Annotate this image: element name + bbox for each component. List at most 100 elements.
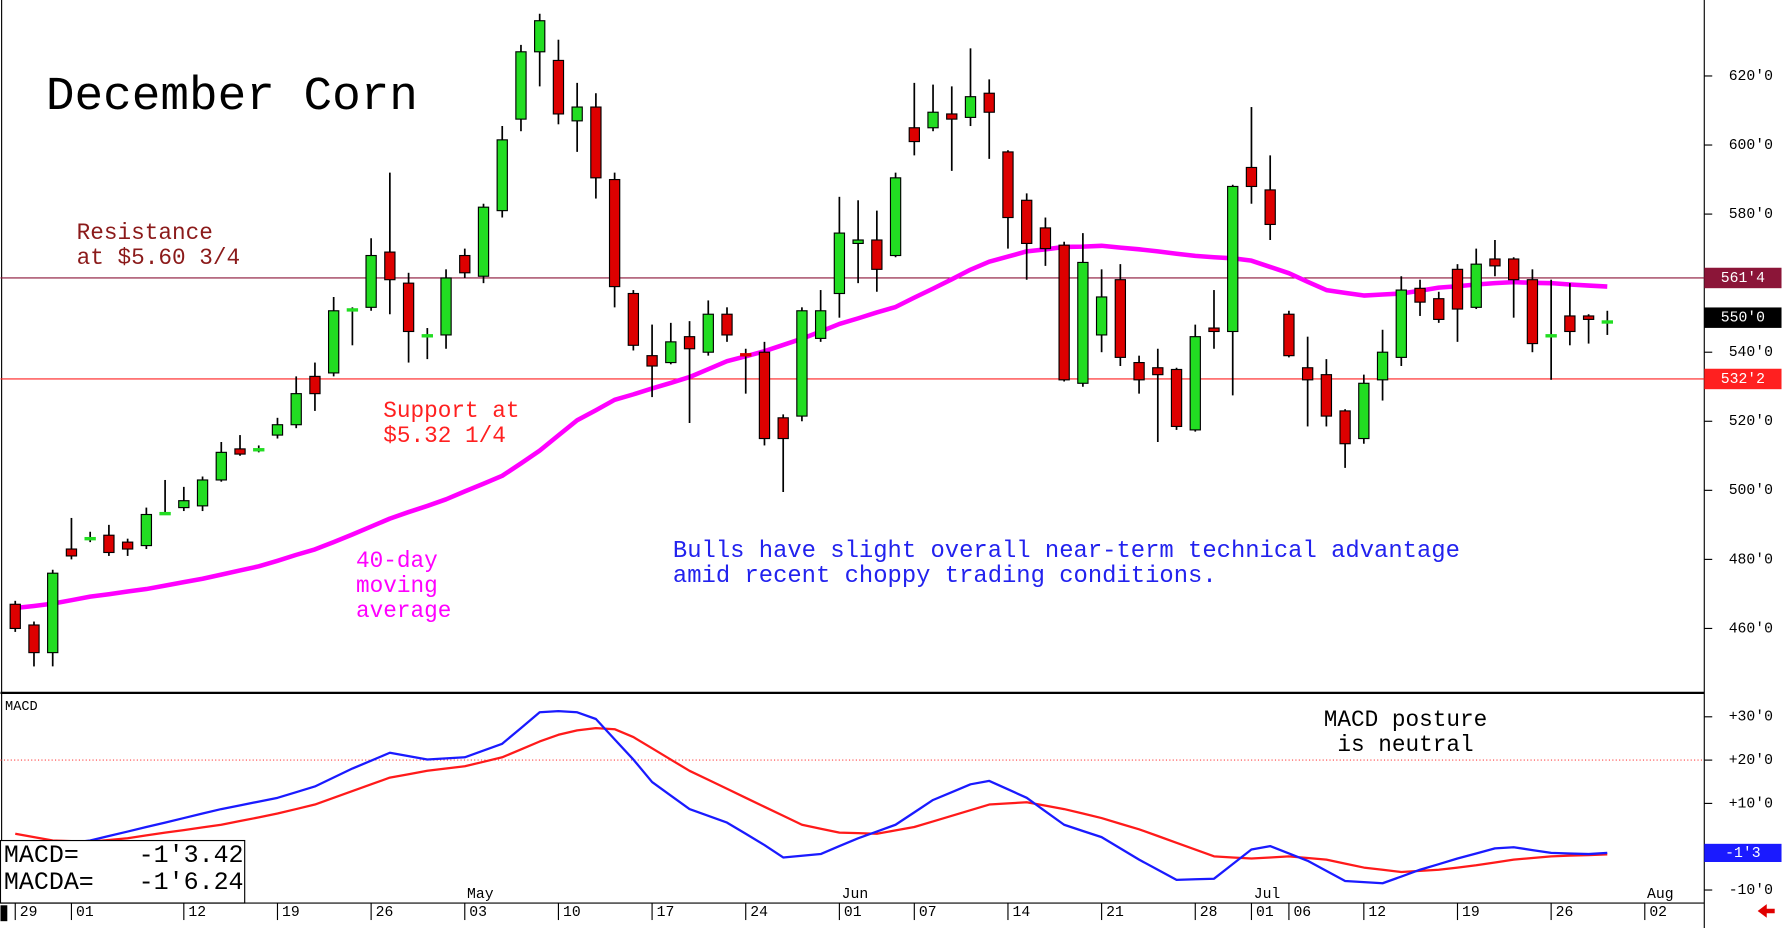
candle-body bbox=[309, 375, 321, 395]
y-tick-label: 540'0 bbox=[1729, 345, 1773, 361]
x-tick-label: 17 bbox=[657, 905, 675, 921]
candle-body bbox=[1564, 315, 1576, 333]
candle-body bbox=[1451, 268, 1464, 310]
annotation: amid recent choppy trading conditions. bbox=[673, 563, 1217, 590]
candle-body bbox=[140, 513, 153, 547]
candle-body bbox=[1508, 258, 1520, 281]
annotation: average bbox=[356, 598, 451, 624]
candle-body bbox=[327, 310, 340, 374]
candle-body bbox=[927, 111, 939, 129]
candle-body bbox=[178, 500, 190, 509]
month-label: Jun bbox=[842, 887, 869, 903]
price-label-box bbox=[1704, 368, 1782, 390]
candle-body bbox=[852, 239, 864, 245]
candle-body bbox=[1283, 313, 1295, 357]
candle-body bbox=[1376, 351, 1389, 381]
scroll-arrow[interactable] bbox=[1757, 904, 1775, 918]
annotation: is neutral bbox=[1324, 732, 1474, 758]
month-label: Jul bbox=[1254, 887, 1281, 903]
candle-body bbox=[721, 313, 733, 336]
y-tick-label: 580'0 bbox=[1729, 207, 1773, 223]
x-tick-label: 01 bbox=[1256, 905, 1274, 921]
candle-body bbox=[814, 310, 827, 339]
candle-body bbox=[121, 541, 134, 550]
x-tick-label: 29 bbox=[20, 905, 38, 921]
price-label-box bbox=[1704, 307, 1782, 328]
candle-body bbox=[1227, 185, 1239, 333]
y-tick-label: 480'0 bbox=[1729, 552, 1773, 568]
annotation: Bulls have slight overall near-term tech… bbox=[673, 538, 1460, 565]
candle-body bbox=[1489, 258, 1501, 267]
candle-body bbox=[1208, 327, 1220, 333]
candle-body bbox=[1470, 263, 1482, 308]
candle-body bbox=[1077, 261, 1089, 384]
candle-body bbox=[365, 254, 377, 308]
candle-body bbox=[1264, 189, 1276, 226]
candle-body bbox=[402, 282, 415, 333]
y-tick-label: 520'0 bbox=[1729, 414, 1773, 430]
x-tick-label: 26 bbox=[1556, 905, 1574, 921]
candle-body bbox=[234, 448, 246, 455]
price-label: 532'2 bbox=[1721, 372, 1765, 388]
candle-body bbox=[477, 206, 490, 277]
y-tick-label: 600'0 bbox=[1729, 138, 1773, 154]
candle-body bbox=[1095, 296, 1108, 336]
candle-body bbox=[702, 313, 714, 353]
candle-body bbox=[1526, 279, 1539, 345]
macd-line bbox=[15, 726, 1608, 874]
x-tick-label: 12 bbox=[1368, 905, 1386, 921]
y-tick-label: 620'0 bbox=[1729, 69, 1773, 85]
annotation: Resistance bbox=[77, 220, 213, 246]
x-tick-label: 26 bbox=[376, 905, 394, 921]
candle-body bbox=[946, 113, 958, 120]
candle-body bbox=[908, 127, 920, 143]
candle-body bbox=[1301, 367, 1314, 381]
candle-body bbox=[103, 534, 115, 554]
candle-body bbox=[271, 424, 284, 436]
candle-body bbox=[796, 310, 808, 417]
x-tick-label: 03 bbox=[469, 905, 487, 921]
candle-body bbox=[1133, 361, 1145, 381]
annotation: moving bbox=[356, 573, 438, 599]
x-tick-label: 19 bbox=[282, 905, 300, 921]
candle-body bbox=[1039, 227, 1052, 250]
candle-body bbox=[534, 20, 546, 53]
annotation: $5.32 1/4 bbox=[383, 423, 506, 449]
candle-body bbox=[1170, 368, 1183, 428]
candle-body bbox=[1002, 151, 1014, 219]
month-label: May bbox=[467, 887, 494, 903]
candle-body bbox=[1152, 367, 1164, 376]
macd-line bbox=[15, 710, 1608, 885]
panel-title: MACD bbox=[5, 700, 38, 715]
x-tick-label: 07 bbox=[919, 905, 937, 921]
candle-body bbox=[871, 239, 883, 270]
candle-body bbox=[515, 51, 527, 120]
readout-value: -1'3.42 bbox=[139, 841, 244, 870]
candle-body bbox=[608, 178, 621, 288]
candle-body bbox=[1114, 279, 1127, 358]
candle-body bbox=[1021, 199, 1033, 245]
x-tick-label: 10 bbox=[563, 905, 581, 921]
annotation: at $5.60 3/4 bbox=[77, 245, 241, 271]
candle-body bbox=[496, 139, 508, 212]
candle-body bbox=[290, 393, 302, 426]
x-tick-label: 12 bbox=[188, 905, 206, 921]
y-tick-label: 460'0 bbox=[1729, 621, 1773, 637]
moving-average-line bbox=[15, 243, 1608, 611]
annotation: Support at bbox=[383, 398, 519, 424]
candle-body bbox=[196, 479, 209, 507]
candle-body bbox=[665, 341, 677, 364]
candle-body bbox=[459, 254, 471, 274]
readout-label: MACD= bbox=[4, 841, 79, 870]
candle-body bbox=[1358, 382, 1370, 440]
price-label: 550'0 bbox=[1721, 311, 1765, 327]
candle-body bbox=[983, 92, 995, 113]
candle-body bbox=[683, 336, 696, 350]
x-tick-label: 01 bbox=[844, 905, 862, 921]
x-tick-label: 19 bbox=[1462, 905, 1480, 921]
y-tick-label: +10'0 bbox=[1729, 796, 1773, 812]
candle-body bbox=[627, 292, 640, 346]
candle-body bbox=[1245, 166, 1258, 188]
candle-body bbox=[571, 106, 583, 122]
